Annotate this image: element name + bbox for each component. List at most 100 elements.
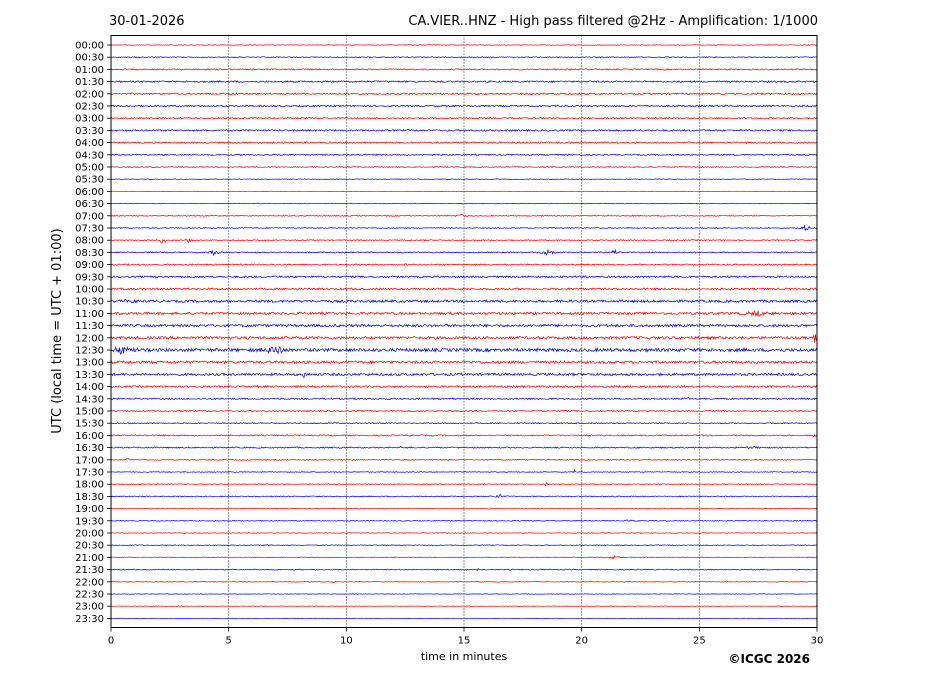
trace-1700 <box>110 458 818 461</box>
x-axis-label: time in minutes <box>421 650 508 663</box>
y-tick-label: 18:00 <box>75 480 104 491</box>
trace-1900 <box>110 507 818 510</box>
trace-1600 <box>110 433 818 438</box>
y-tick-label: 04:00 <box>75 138 104 149</box>
y-tick-label: 21:30 <box>75 565 104 576</box>
copyright-label: ©ICGC 2026 <box>728 652 810 666</box>
y-tick-label: 01:00 <box>75 65 104 76</box>
y-tick-label: 14:00 <box>75 382 104 393</box>
y-tick-label: 10:30 <box>75 297 104 308</box>
trace-1930 <box>110 519 818 522</box>
y-tick-label: 23:00 <box>75 602 104 613</box>
trace-0230 <box>110 104 818 108</box>
trace-1400 <box>110 385 818 389</box>
y-tick-label: 15:00 <box>75 407 104 418</box>
y-tick-label: 09:30 <box>75 272 104 283</box>
y-tick-label: 20:00 <box>75 529 104 540</box>
trace-1200 <box>110 334 818 343</box>
y-tick-label: 13:00 <box>75 358 104 369</box>
y-tick-label: 08:00 <box>75 236 104 247</box>
trace-0030 <box>110 56 818 59</box>
y-tick-label: 15:30 <box>75 419 104 430</box>
trace-1330 <box>110 372 818 379</box>
trace-1730 <box>110 468 818 474</box>
y-tick-label: 22:00 <box>75 577 104 588</box>
trace-0900 <box>110 263 818 266</box>
trace-0930 <box>110 275 818 279</box>
x-tick-label: 5 <box>225 636 231 647</box>
trace-1530 <box>110 422 818 425</box>
x-tick-label: 20 <box>575 636 588 647</box>
y-tick-label: 07:30 <box>75 224 104 235</box>
x-tick-label: 10 <box>340 636 353 647</box>
grid-lines <box>228 35 700 628</box>
trace-1100 <box>110 310 818 318</box>
trace-0100 <box>110 68 818 71</box>
y-tick-label: 19:30 <box>75 516 104 527</box>
y-tick-label: 06:30 <box>75 199 104 210</box>
trace-0130 <box>110 80 818 84</box>
y-tick-label: 23:30 <box>75 614 104 625</box>
x-tick-label: 30 <box>811 636 824 647</box>
trace-1300 <box>110 359 818 365</box>
y-tick-label: 00:30 <box>75 53 104 64</box>
y-tick-label: 04:30 <box>75 150 104 161</box>
y-tick-label: 01:30 <box>75 77 104 88</box>
y-tick-label: 08:30 <box>75 248 104 259</box>
y-tick-label: 12:00 <box>75 333 104 344</box>
y-tick-label: 17:00 <box>75 455 104 466</box>
y-tick-label: 05:00 <box>75 163 104 174</box>
y-tick-label: 20:30 <box>75 541 104 552</box>
trace-0200 <box>111 92 818 96</box>
y-tick-label: 21:00 <box>75 553 104 564</box>
y-tick-label: 03:00 <box>75 114 104 125</box>
trace-2100 <box>110 555 818 560</box>
plot-frame <box>110 35 818 628</box>
y-tick-label: 00:00 <box>75 41 104 52</box>
chart-title-station: CA.VIER..HNZ - High pass filtered @2Hz -… <box>408 14 818 29</box>
y-tick-label: 17:30 <box>75 468 104 479</box>
y-tick-label: 14:30 <box>75 394 104 405</box>
trace-1430 <box>110 396 818 401</box>
trace-0430 <box>110 153 818 157</box>
y-tick-label: 19:00 <box>75 504 104 515</box>
trace-1030 <box>110 298 818 304</box>
trace-1800 <box>110 481 818 487</box>
y-tick-label: 10:00 <box>75 285 104 296</box>
trace-1130 <box>110 323 818 328</box>
trace-0730 <box>110 224 818 232</box>
trace-0330 <box>110 128 818 132</box>
trace-0700 <box>110 214 818 218</box>
x-tick-label: 25 <box>693 636 706 647</box>
y-tick-label: 02:00 <box>75 89 104 100</box>
y-tick-label: 06:00 <box>75 187 104 198</box>
trace-2000 <box>110 532 818 534</box>
x-axis-ticks: 0 5 10 15 20 25 30 <box>108 627 824 647</box>
seismic-traces <box>110 44 818 619</box>
trace-0000 <box>110 44 818 46</box>
y-axis-label: UTC (local time = UTC + 01:00) <box>50 228 65 433</box>
y-tick-label: 03:30 <box>75 126 104 137</box>
trace-0530 <box>110 178 818 180</box>
trace-2030 <box>110 544 818 547</box>
trace-0300 <box>110 116 818 120</box>
x-tick-label: 0 <box>108 636 114 647</box>
chart-title-date: 30-01-2026 <box>109 14 185 29</box>
y-tick-label: 13:30 <box>75 370 104 381</box>
trace-2300 <box>110 605 818 608</box>
y-tick-label: 18:30 <box>75 492 104 503</box>
y-tick-label: 12:30 <box>75 346 104 357</box>
trace-1000 <box>110 287 818 291</box>
y-tick-label: 05:30 <box>75 175 104 186</box>
x-tick-label: 15 <box>458 636 471 647</box>
trace-0830 <box>110 248 818 257</box>
y-tick-label: 07:00 <box>75 211 104 222</box>
y-tick-label: 11:30 <box>75 321 104 332</box>
trace-0400 <box>110 141 818 144</box>
y-tick-label: 16:00 <box>75 431 104 442</box>
trace-0500 <box>110 166 818 169</box>
trace-1230 <box>110 345 818 355</box>
y-tick-label: 22:30 <box>75 590 104 601</box>
